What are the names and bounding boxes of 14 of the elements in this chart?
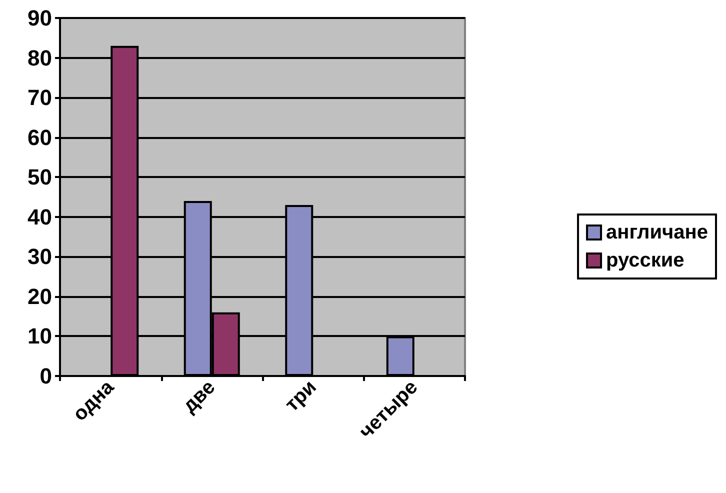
y-tick-label: 80	[28, 45, 52, 70]
y-tick-label: 30	[28, 244, 52, 270]
y-tick-label: 0	[40, 364, 52, 388]
y-tick-label: 90	[28, 6, 52, 30]
x-tick-label: три	[281, 376, 321, 416]
y-tick-label: 10	[28, 324, 52, 349]
y-tick-label: 60	[28, 124, 52, 150]
y-tick-label: 20	[28, 284, 52, 309]
y-tick-label: 70	[28, 85, 52, 110]
x-tick-label: две	[178, 376, 220, 418]
y-tick-label: 50	[28, 164, 52, 190]
legend-label: англичане	[606, 222, 708, 244]
y-tick-label: 40	[28, 204, 52, 230]
legend-label: русские	[606, 250, 684, 272]
